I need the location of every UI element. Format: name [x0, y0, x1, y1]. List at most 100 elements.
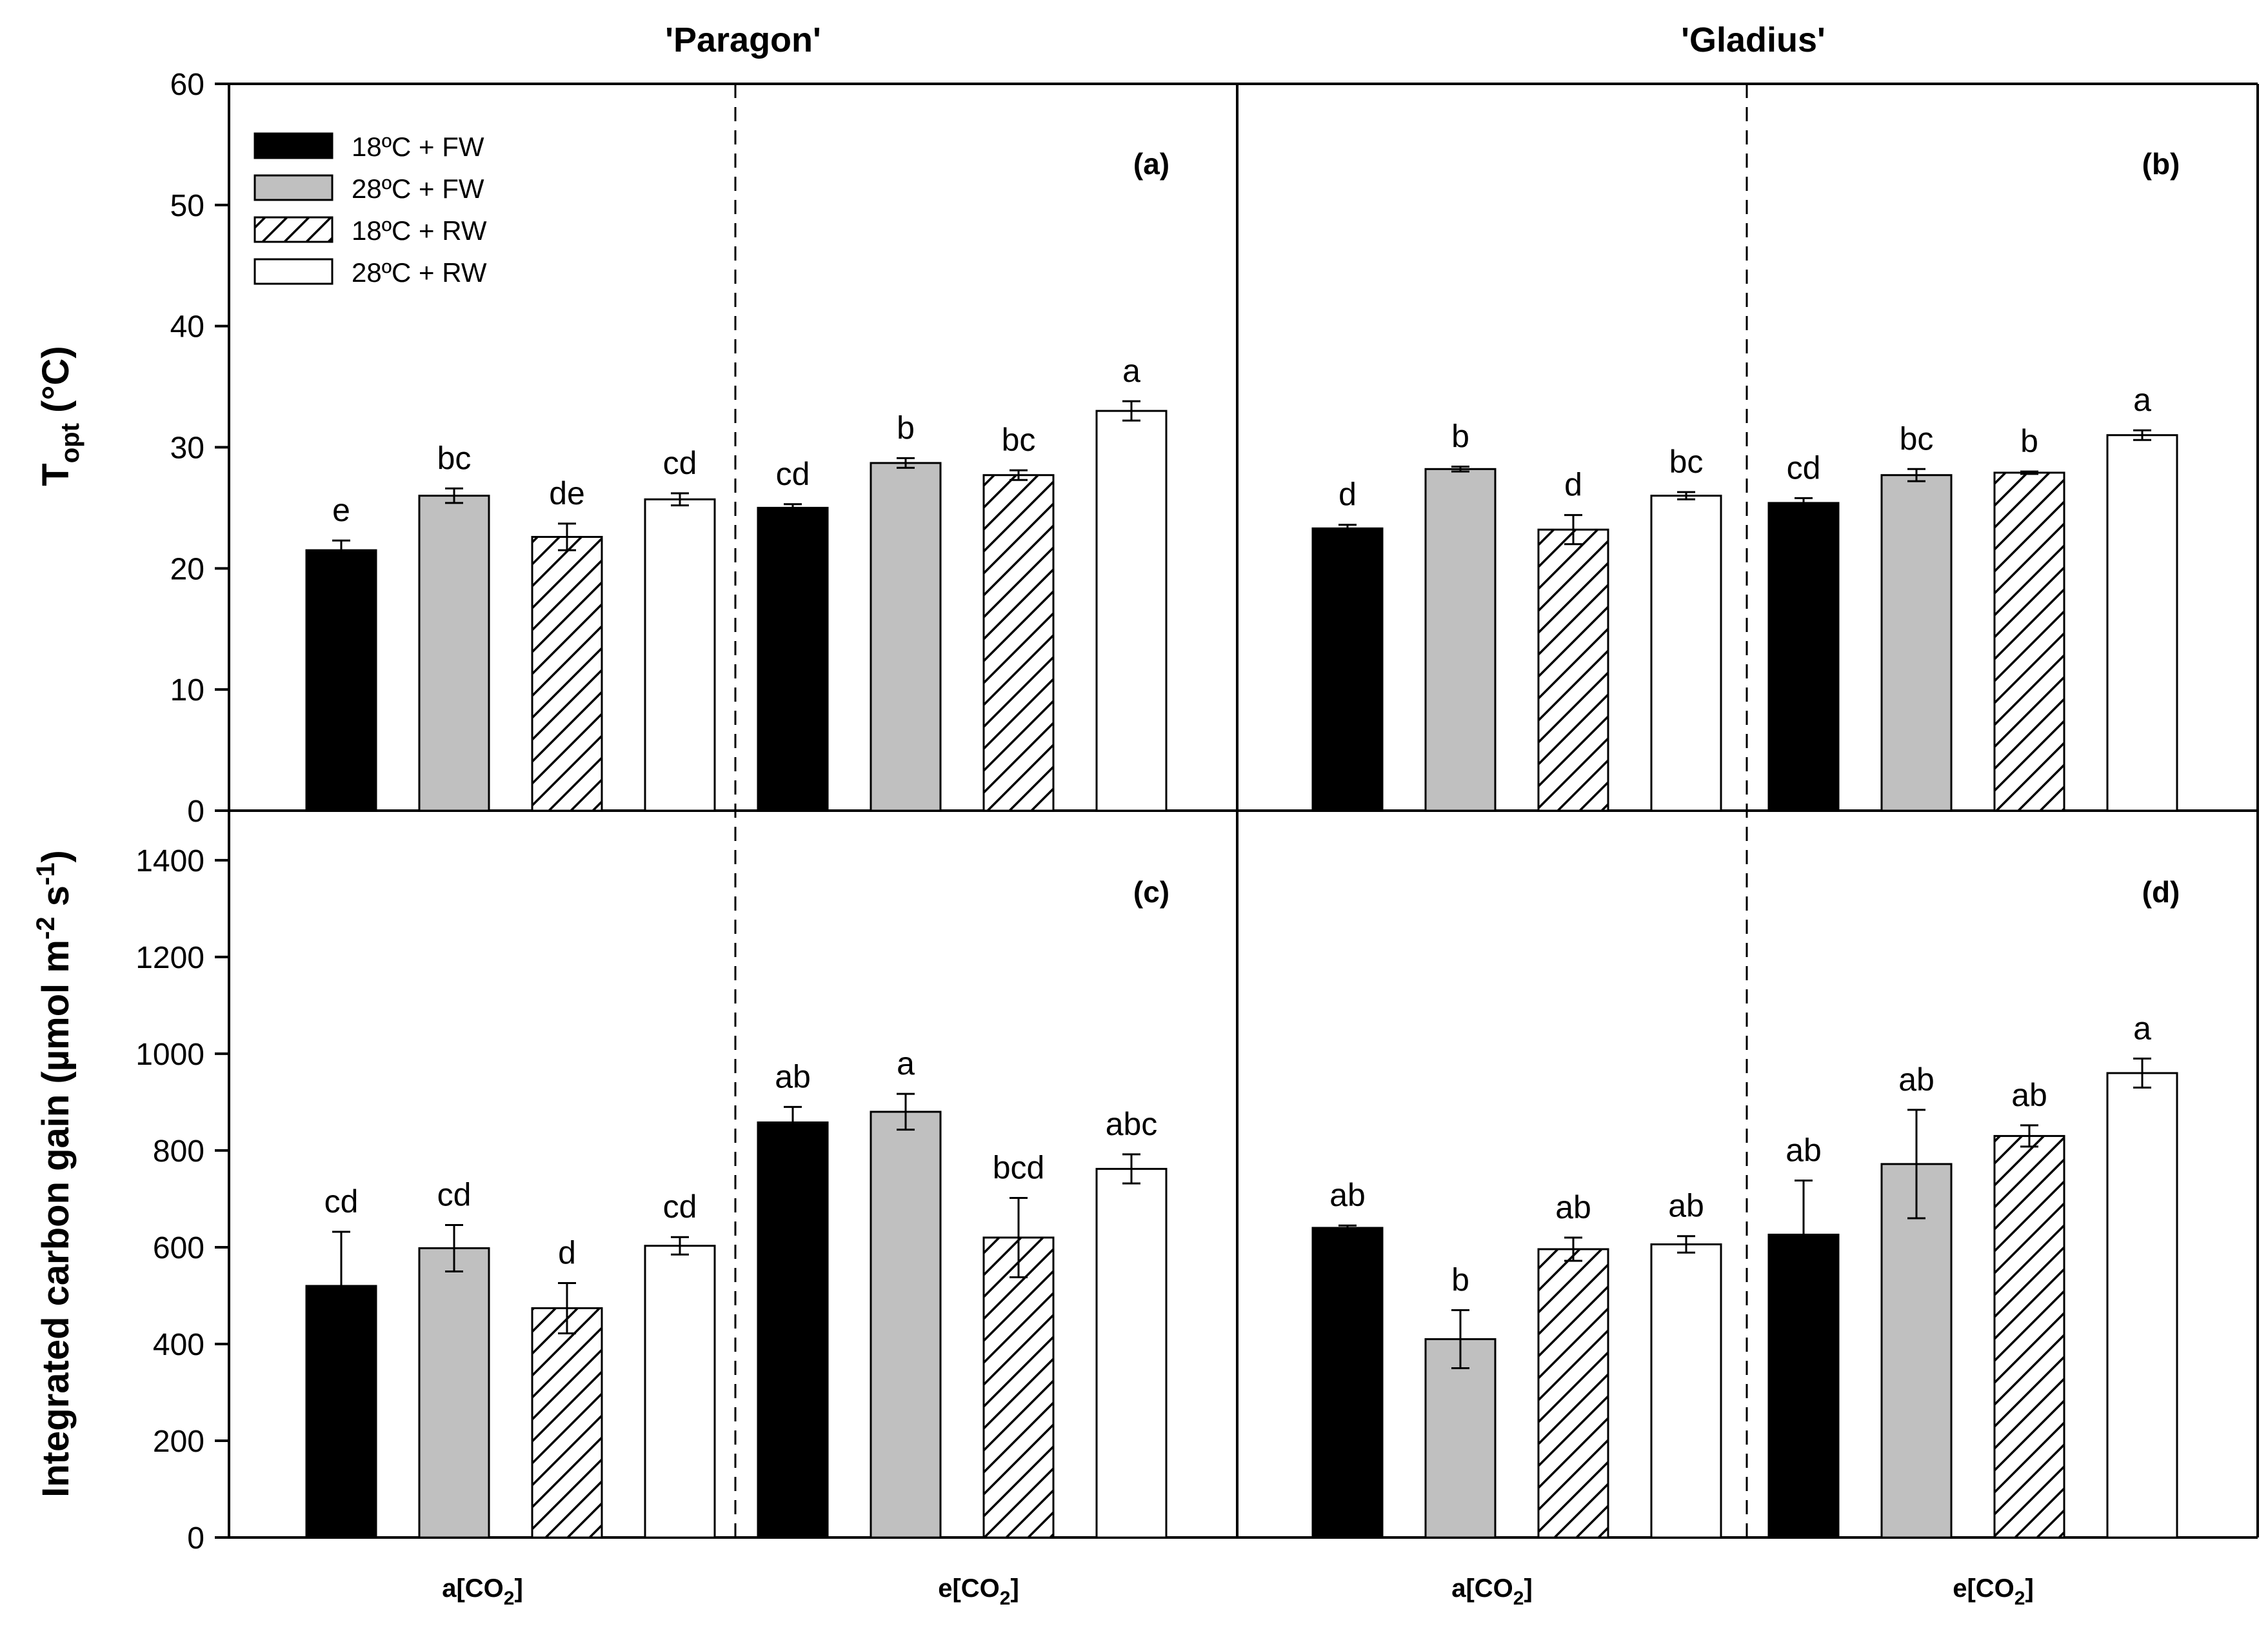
bar-bottom-gladius-eco2-18c-rw	[1993, 1134, 2065, 1539]
error-bar-bottom-gladius-eco2-18c-rw	[2020, 1124, 2038, 1148]
error-bar-bottom-paragon-aco2-28c-rw	[671, 1236, 689, 1256]
letter-bottom-gladius-eco2-28c-fw: ab	[1898, 1062, 1935, 1098]
bar-bottom-paragon-aco2-18c-rw	[531, 1307, 603, 1539]
error-bar-bottom-gladius-aco2-28c-rw	[1677, 1235, 1695, 1254]
error-bar-top-gladius-eco2-18c-rw	[2020, 470, 2038, 475]
letter-bottom-gladius-aco2-18c-rw: ab	[1555, 1189, 1591, 1225]
letter-bottom-paragon-aco2-18c-fw: cd	[324, 1183, 359, 1220]
letter-bottom-paragon-eco2-28c-fw: a	[897, 1045, 915, 1082]
y-axis-label-bottom: Integrated carbon gain (µmol m-2 s-1)	[32, 850, 77, 1498]
y-tick-label-bottom-1400: 1400	[135, 844, 204, 878]
letter-top-paragon-eco2-18c-fw: cd	[776, 456, 810, 492]
error-bar-top-gladius-aco2-18c-rw	[1564, 514, 1582, 546]
letter-bottom-paragon-aco2-28c-fw: cd	[437, 1176, 472, 1212]
x-group-label-paragon-aco2: a[CO2]	[442, 1574, 523, 1609]
error-bar-bottom-paragon-eco2-28c-fw	[897, 1092, 915, 1131]
letter-top-paragon-eco2-18c-rw: bc	[1002, 422, 1036, 458]
legend-label-18c-fw: 18ºC + FW	[352, 132, 484, 162]
error-bar-top-gladius-eco2-18c-fw	[1795, 497, 1813, 509]
legend-label-18c-rw: 18ºC + RW	[352, 215, 487, 246]
bar-top-gladius-aco2-28c-rw	[1650, 495, 1722, 812]
bar-top-paragon-eco2-28c-fw	[870, 462, 942, 812]
letter-bottom-gladius-eco2-18c-fw: ab	[1786, 1132, 1822, 1168]
error-bar-bottom-paragon-eco2-18c-rw	[1010, 1196, 1028, 1278]
bar-top-paragon-eco2-18c-fw	[757, 506, 829, 812]
bar-bottom-paragon-eco2-18c-rw	[982, 1236, 1055, 1539]
letter-top-gladius-eco2-28c-rw: a	[2133, 382, 2151, 418]
letter-bottom-gladius-aco2-18c-fw: ab	[1329, 1177, 1366, 1213]
letter-bottom-paragon-aco2-28c-rw: cd	[663, 1189, 697, 1225]
error-bar-top-paragon-aco2-28c-rw	[671, 492, 689, 507]
letter-top-gladius-eco2-18c-fw: cd	[1787, 450, 1821, 486]
legend-swatch-18c-rw	[254, 216, 333, 243]
bar-top-gladius-eco2-28c-rw	[2106, 434, 2178, 812]
error-bar-top-gladius-eco2-28c-fw	[1907, 468, 1925, 482]
letter-bottom-paragon-eco2-18c-rw: bcd	[993, 1149, 1045, 1185]
error-bar-bottom-gladius-eco2-28c-fw	[1907, 1109, 1925, 1220]
letter-top-paragon-aco2-28c-rw: cd	[663, 445, 697, 481]
error-bar-bottom-gladius-eco2-18c-fw	[1795, 1179, 1813, 1290]
error-bar-top-paragon-eco2-18c-fw	[784, 503, 802, 513]
y-tick-label-top-20: 20	[170, 552, 204, 586]
letter-top-paragon-aco2-28c-fw: bc	[437, 440, 472, 476]
bar-top-paragon-eco2-28c-rw	[1095, 410, 1168, 812]
bar-top-paragon-aco2-28c-fw	[418, 495, 490, 812]
letter-top-paragon-aco2-18c-rw: de	[549, 475, 585, 511]
letter-top-gladius-aco2-18c-rw: d	[1564, 467, 1582, 503]
y-tick-label-bottom-1000: 1000	[135, 1038, 204, 1072]
letter-top-gladius-eco2-18c-rw: b	[2020, 423, 2038, 459]
y-tick-label-top-30: 30	[170, 431, 204, 466]
letter-top-paragon-aco2-18c-fw: e	[332, 492, 350, 528]
error-bar-bottom-paragon-aco2-28c-fw	[445, 1223, 463, 1272]
bar-top-gladius-eco2-28c-fw	[1880, 474, 1953, 812]
bar-top-gladius-aco2-18c-rw	[1537, 528, 1609, 812]
x-group-label-gladius-eco2: e[CO2]	[1953, 1574, 2034, 1609]
bar-top-gladius-eco2-18c-rw	[1993, 471, 2065, 812]
letter-bottom-gladius-aco2-28c-fw: b	[1451, 1261, 1469, 1298]
bar-top-gladius-aco2-28c-fw	[1424, 468, 1497, 812]
error-bar-bottom-gladius-aco2-18c-rw	[1564, 1236, 1582, 1262]
y-tick-label-bottom-600: 600	[153, 1231, 204, 1265]
bar-bottom-paragon-eco2-18c-fw	[757, 1121, 829, 1539]
bar-bottom-gladius-aco2-18c-rw	[1537, 1248, 1609, 1539]
error-bar-top-paragon-eco2-28c-fw	[897, 457, 915, 469]
letter-top-gladius-eco2-28c-fw: bc	[1900, 420, 1934, 457]
y-tick-label-bottom-800: 800	[153, 1134, 204, 1169]
bar-bottom-gladius-eco2-28c-fw	[1880, 1163, 1953, 1539]
error-bar-top-paragon-aco2-18c-fw	[332, 539, 350, 561]
error-bar-top-paragon-eco2-28c-rw	[1122, 400, 1140, 422]
letter-bottom-paragon-eco2-18c-fw: ab	[775, 1058, 811, 1094]
error-bar-bottom-paragon-aco2-18c-rw	[558, 1281, 576, 1334]
bar-bottom-gladius-eco2-28c-rw	[2106, 1072, 2178, 1539]
error-bar-top-paragon-aco2-28c-fw	[445, 487, 463, 504]
letter-top-paragon-eco2-28c-rw: a	[1122, 353, 1140, 389]
panel-label-a: (a)	[1133, 147, 1169, 181]
error-bar-bottom-paragon-aco2-18c-fw	[332, 1231, 350, 1341]
bar-bottom-gladius-aco2-28c-rw	[1650, 1243, 1722, 1539]
title-gladius: 'Gladius'	[1681, 21, 1825, 59]
y-tick-label-top-50: 50	[170, 189, 204, 223]
title-paragon: 'Paragon'	[665, 21, 821, 59]
letter-bottom-paragon-aco2-18c-rw: d	[558, 1234, 576, 1270]
bar-top-gladius-eco2-18c-fw	[1767, 502, 1840, 812]
x-group-label-gladius-aco2: a[CO2]	[1451, 1574, 1533, 1609]
letter-top-gladius-aco2-28c-rw: bc	[1669, 444, 1704, 480]
x-group-label-paragon-eco2: e[CO2]	[938, 1574, 1019, 1609]
bar-top-paragon-eco2-18c-rw	[982, 474, 1055, 812]
legend-label-28c-rw: 28ºC + RW	[352, 257, 487, 288]
y-tick-label-bottom-400: 400	[153, 1328, 204, 1362]
error-bar-top-paragon-aco2-18c-rw	[558, 522, 576, 551]
bar-top-gladius-aco2-18c-fw	[1311, 527, 1384, 812]
y-tick-label-top-0: 0	[187, 795, 204, 829]
y-tick-label-bottom-0: 0	[187, 1521, 204, 1556]
bar-bottom-paragon-eco2-28c-rw	[1095, 1167, 1168, 1539]
y-tick-label-top-10: 10	[170, 673, 204, 707]
bar-top-paragon-aco2-18c-fw	[305, 549, 377, 812]
legend-label-28c-fw: 28ºC + FW	[352, 173, 484, 204]
error-bar-top-gladius-aco2-28c-rw	[1677, 491, 1695, 500]
y-tick-label-bottom-200: 200	[153, 1425, 204, 1459]
error-bar-top-gladius-aco2-28c-fw	[1451, 466, 1469, 473]
